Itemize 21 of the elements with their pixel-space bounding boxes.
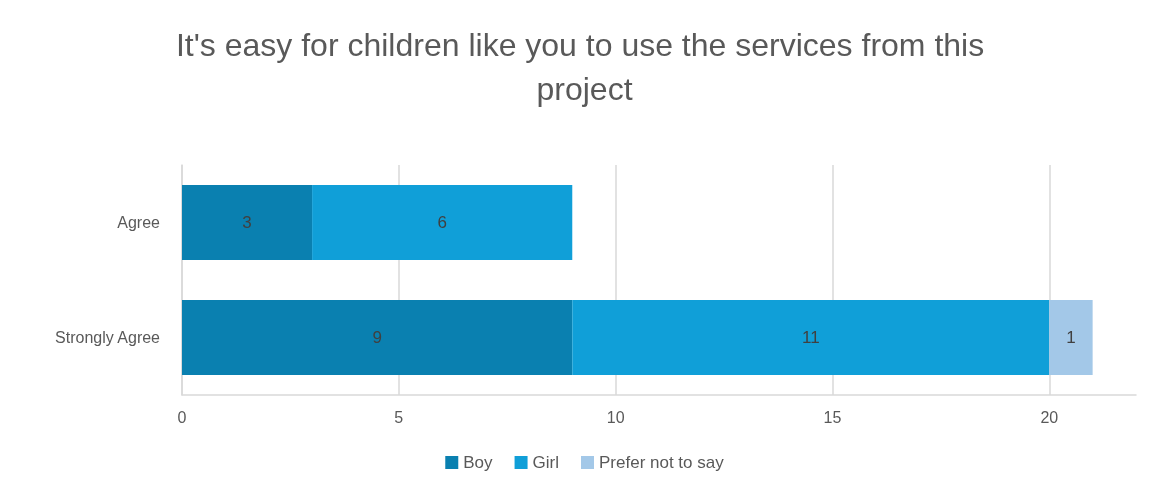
data-label: 9	[372, 328, 382, 347]
bar	[182, 185, 313, 260]
data-label: 1	[1066, 328, 1076, 347]
x-tick-label: 20	[1040, 408, 1059, 426]
bar	[1049, 300, 1093, 375]
y-tick-label: Agree	[117, 214, 161, 231]
bar	[182, 300, 573, 375]
legend-label: Boy	[463, 453, 494, 472]
data-label: 3	[242, 213, 252, 232]
x-tick-label: 5	[394, 408, 404, 426]
x-tick-label: 0	[177, 408, 187, 426]
data-label: 11	[801, 328, 820, 347]
x-tick-label: 15	[823, 408, 842, 426]
chart-title: It's easy for children like you to use the services from this project	[175, 27, 994, 107]
data-label: 6	[437, 213, 447, 232]
legend-label: Prefer not to say	[599, 453, 725, 472]
y-tick-label: Strongly Agree	[55, 329, 161, 346]
bar	[312, 185, 573, 260]
legend-label: Girl	[532, 453, 560, 472]
x-tick-label: 10	[606, 408, 625, 426]
bar	[572, 300, 1050, 375]
